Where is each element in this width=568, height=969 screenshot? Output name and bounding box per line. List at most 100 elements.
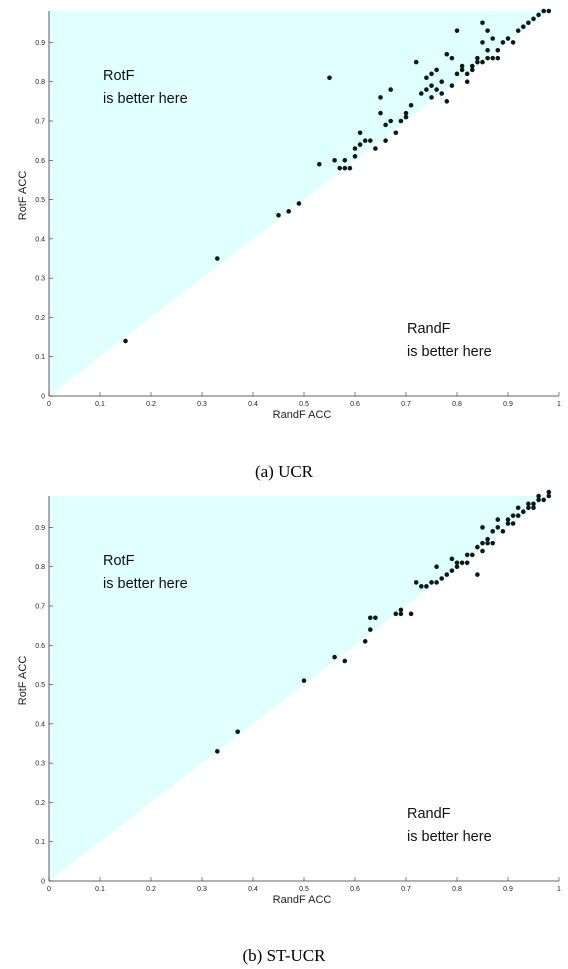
data-point <box>317 162 322 167</box>
data-point <box>358 130 363 135</box>
data-point <box>506 521 511 526</box>
data-point <box>516 505 521 510</box>
x-tick-label: 0.8 <box>452 401 462 408</box>
data-point <box>394 130 399 135</box>
upper-region-label-line1: RotF <box>103 68 135 84</box>
data-point <box>470 64 475 69</box>
scatter-panel-ucr: 0 0.1 0.2 0.3 0.4 0.5 0.6 0.7 0.8 0.9 1 0 0.1 0.2 0.3 0… <box>0 0 568 485</box>
x-tick-label: 0.5 <box>299 886 309 893</box>
data-point <box>429 83 434 88</box>
data-point <box>485 48 490 53</box>
data-point <box>414 60 419 65</box>
data-point <box>445 572 450 577</box>
data-point <box>536 13 541 18</box>
data-point <box>531 17 536 22</box>
data-point <box>455 72 460 77</box>
scatter-chart-ucr: 0 0.1 0.2 0.3 0.4 0.5 0.6 0.7 0.8 0.9 1 0 0.1 0.2 0.3 0… <box>0 0 568 460</box>
data-point <box>485 537 490 542</box>
data-point <box>541 498 546 503</box>
data-point <box>445 52 450 57</box>
y-tick-label: 0.4 <box>35 721 45 728</box>
data-point <box>215 256 220 261</box>
data-point <box>429 580 434 585</box>
upper-region-label-line2: is better here <box>103 576 188 592</box>
x-tick-label: 0.3 <box>197 886 207 893</box>
upper-region-label-line2: is better here <box>103 91 188 107</box>
data-point <box>332 655 337 660</box>
data-point <box>460 68 465 73</box>
scatter-chart-st-ucr: 0 0.1 0.2 0.3 0.4 0.5 0.6 0.7 0.8 0.9 1 0 0.1 0.2 0.3 0… <box>0 485 568 945</box>
x-tick-label: 0 <box>47 886 51 893</box>
data-point <box>327 75 332 80</box>
data-point <box>526 502 531 507</box>
data-point <box>414 580 419 585</box>
lower-region-label-line2: is better here <box>407 829 492 845</box>
data-point <box>343 158 348 163</box>
y-tick-label: 0.3 <box>35 761 45 768</box>
x-tick-label: 0.9 <box>503 886 513 893</box>
data-point <box>332 158 337 163</box>
data-point <box>276 213 281 218</box>
data-point <box>348 166 353 171</box>
data-point <box>490 56 495 61</box>
y-axis-label: RotF ACC <box>17 656 29 706</box>
lower-region-label-line1: RandF <box>407 806 451 822</box>
chart-caption: (b) ST-UCR <box>0 946 568 966</box>
data-point <box>286 209 291 214</box>
data-point <box>480 60 485 65</box>
data-point <box>123 339 128 344</box>
data-point <box>465 79 470 84</box>
y-tick-label: 0.7 <box>35 119 45 126</box>
lower-region-label-line2: is better here <box>407 344 492 360</box>
data-point <box>399 119 404 124</box>
x-tick-label: 0.2 <box>146 886 156 893</box>
data-point <box>547 494 552 499</box>
data-point <box>399 608 404 613</box>
data-point <box>485 28 490 33</box>
x-tick-label: 0.4 <box>248 886 258 893</box>
data-point <box>485 541 490 546</box>
data-point <box>506 517 511 522</box>
x-tick-label: 0.6 <box>350 401 360 408</box>
data-point <box>429 95 434 100</box>
x-tick-label: 0 <box>47 401 51 408</box>
data-point <box>450 56 455 61</box>
data-point <box>480 40 485 45</box>
data-point <box>536 498 541 503</box>
data-point <box>378 111 383 116</box>
upper-region-label-line1: RotF <box>103 553 135 569</box>
data-point <box>480 549 485 554</box>
x-tick-label: 1 <box>557 401 561 408</box>
data-point <box>547 490 552 495</box>
data-point <box>511 40 516 45</box>
data-point <box>424 584 429 589</box>
data-point <box>297 201 302 206</box>
data-point <box>480 20 485 25</box>
data-point <box>302 678 307 683</box>
data-point <box>496 525 501 530</box>
data-point <box>358 142 363 147</box>
data-point <box>404 111 409 116</box>
data-point <box>511 513 516 518</box>
data-point <box>353 146 358 151</box>
y-tick-label: 0.8 <box>35 564 45 571</box>
data-point <box>501 529 506 534</box>
data-point <box>424 75 429 80</box>
data-point <box>378 95 383 100</box>
data-point <box>373 146 378 151</box>
x-tick-label: 0.1 <box>95 886 105 893</box>
data-point <box>541 9 546 14</box>
data-point <box>480 541 485 546</box>
y-tick-label: 0.4 <box>35 236 45 243</box>
data-point <box>363 138 368 143</box>
data-point <box>434 580 439 585</box>
y-tick-label: 0.9 <box>35 525 45 532</box>
x-tick-label: 0.6 <box>350 886 360 893</box>
data-point <box>455 28 460 33</box>
data-point <box>460 64 465 69</box>
y-tick-label: 0.9 <box>35 40 45 47</box>
data-point <box>547 9 552 14</box>
y-tick-label: 0.6 <box>35 643 45 650</box>
data-point <box>465 553 470 558</box>
data-point <box>536 494 541 499</box>
